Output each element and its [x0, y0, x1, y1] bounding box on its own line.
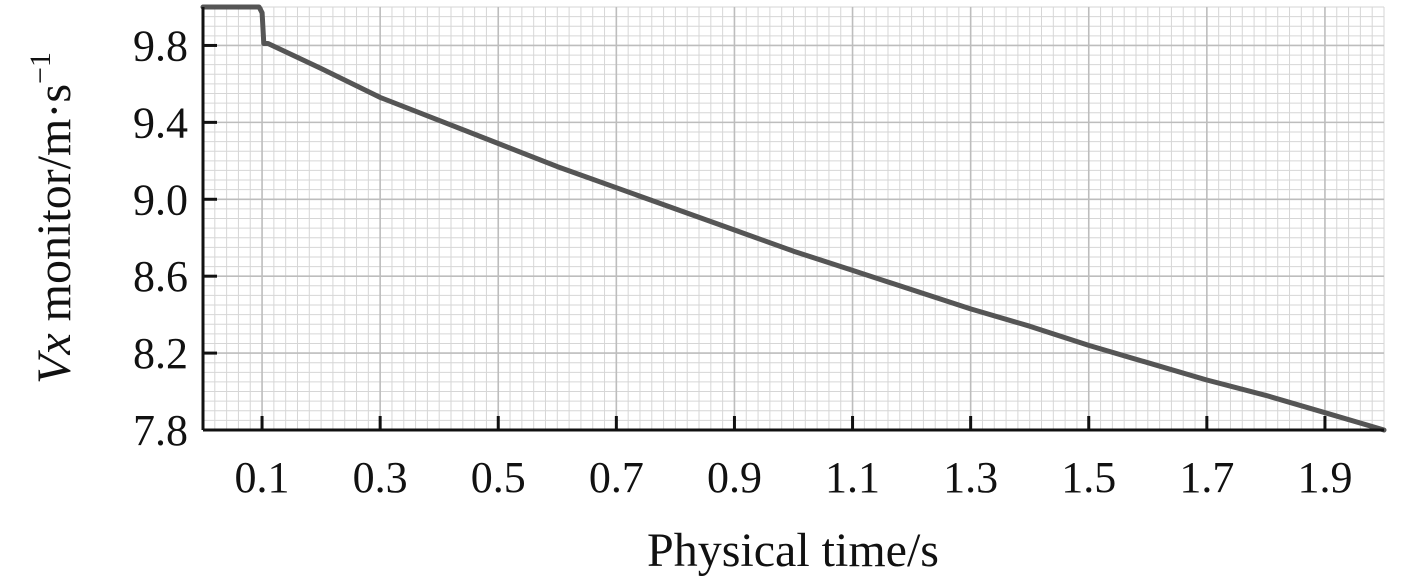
y-tick-label: 7.8	[133, 406, 188, 455]
y-axis-label-text: monitor/m·s	[28, 84, 81, 333]
y-axis-label-exponent: −1	[24, 52, 57, 84]
x-tick-label: 0.3	[353, 453, 408, 502]
y-tick-label: 8.2	[133, 329, 188, 378]
y-axis-label: Vx monitor/m·s−1	[24, 52, 81, 384]
y-axis-label-symbol: Vx	[28, 333, 81, 384]
series-layer	[200, 4, 1387, 433]
y-tick-label: 9.8	[133, 21, 188, 70]
x-tick-label: 0.1	[235, 453, 290, 502]
x-tick-label: 1.1	[825, 453, 880, 502]
x-tick-label: 1.3	[943, 453, 998, 502]
x-tick-label: 1.5	[1061, 453, 1116, 502]
x-tick-label: 0.5	[471, 453, 526, 502]
x-tick-label: 0.7	[589, 453, 644, 502]
y-tick-label: 9.4	[133, 98, 188, 147]
y-tick-labels: 7.8 8.2 8.6 9.0 9.4 9.8	[133, 21, 188, 455]
x-tick-label: 1.9	[1297, 453, 1352, 502]
x-tick-labels: 0.1 0.3 0.5 0.7 0.9 1.1 1.3 1.5 1.7 1.9	[235, 453, 1353, 502]
y-tick-label: 9.0	[133, 175, 188, 224]
grid	[202, 6, 1385, 431]
x-axis-label: Physical time/s	[647, 524, 939, 577]
x-tick-label: 0.9	[707, 453, 762, 502]
x-tick-label: 1.7	[1179, 453, 1234, 502]
series-line-0	[200, 4, 1387, 433]
y-tick-label: 8.6	[133, 252, 188, 301]
axes	[201, 7, 1384, 432]
